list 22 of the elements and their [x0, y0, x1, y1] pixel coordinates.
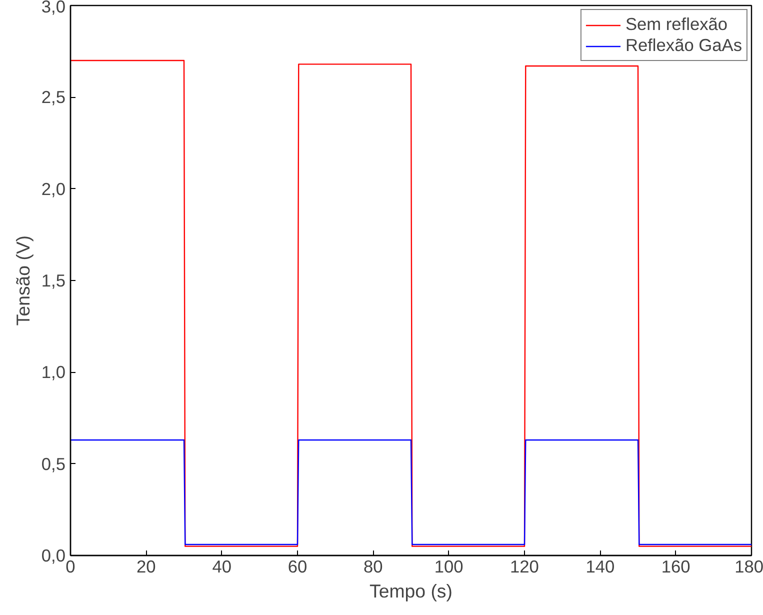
- y-tick-label: 2,5: [41, 87, 66, 108]
- x-tick-label: 140: [586, 556, 615, 576]
- x-tick-label: 120: [510, 556, 539, 576]
- x-tick-label: 20: [136, 556, 156, 576]
- legend-label: Sem reflexão: [625, 14, 728, 35]
- y-tick-label: 0,0: [41, 546, 66, 566]
- y-axis-title: Tensão (V): [12, 235, 34, 326]
- x-tick-label: 80: [364, 556, 383, 576]
- line-series: [70, 60, 752, 547]
- x-tick-label: 40: [212, 556, 232, 576]
- y-tick-label: 0,5: [41, 454, 66, 474]
- x-tick-label: 0: [66, 556, 76, 576]
- y-tick-label: 3,0: [41, 0, 66, 16]
- x-axis-title: Tempo (s): [370, 580, 452, 602]
- y-tick-label: 1,0: [41, 362, 66, 382]
- x-tick-label: 100: [434, 556, 464, 576]
- x-tick-label: 160: [661, 556, 690, 576]
- legend-label: Reflexão GaAs: [625, 35, 742, 56]
- x-tick-label: 60: [288, 556, 308, 576]
- y-tick-label: 1,5: [41, 270, 66, 290]
- x-tick-label: 180: [734, 556, 763, 576]
- y-tick-label: 2,0: [41, 178, 66, 199]
